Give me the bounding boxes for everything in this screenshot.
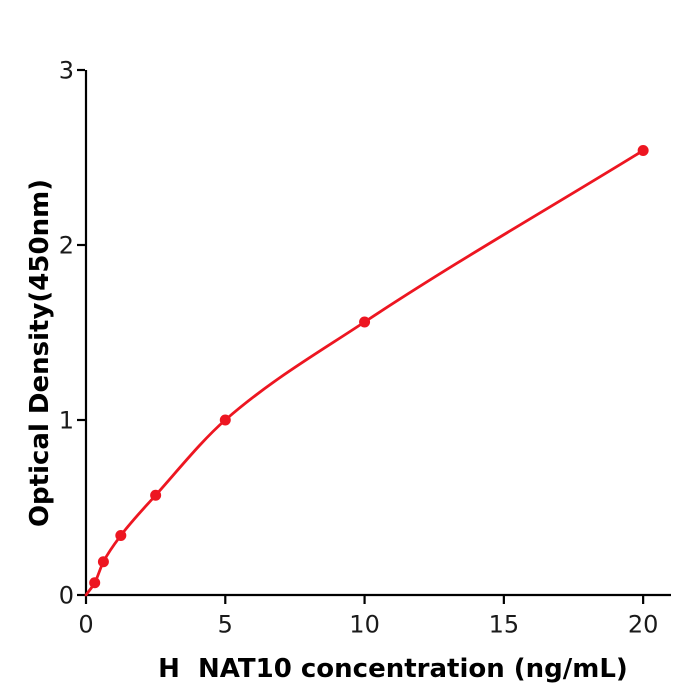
x-tick-label: 10 (349, 611, 380, 639)
axis-spines (84, 70, 671, 597)
data-point (150, 489, 162, 501)
data-point (89, 577, 101, 589)
data-point (115, 530, 127, 541)
x-tick-label: 5 (218, 611, 233, 639)
x-tick-label: 20 (628, 611, 659, 639)
y-tick-label: 2 (59, 231, 74, 259)
data-point (637, 145, 649, 156)
x-tick-label: 15 (489, 611, 520, 639)
x-axis-label: H NAT10 concentration (ng/mL) (158, 654, 628, 684)
fit-curve (84, 149, 645, 597)
y-tick-label: 0 (59, 581, 74, 609)
y-axis-label: Optical Density(450nm) (25, 178, 55, 528)
data-point (219, 414, 231, 426)
y-tick-label: 1 (59, 406, 74, 434)
y-tick-label: 3 (59, 56, 74, 84)
data-point (97, 556, 109, 568)
data-point (359, 316, 371, 328)
x-tick-label: 0 (78, 611, 93, 639)
